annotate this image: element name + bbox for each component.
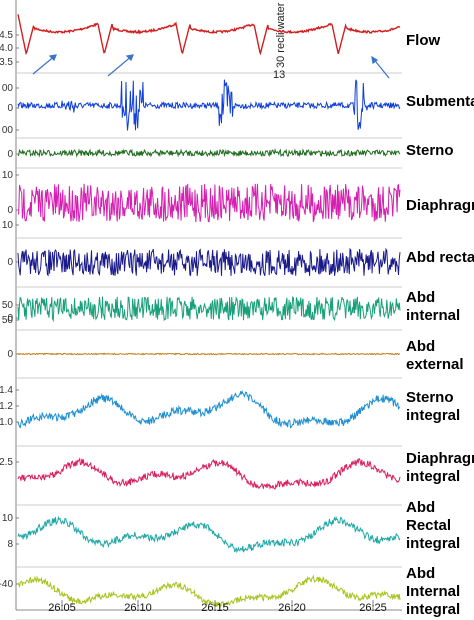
x-axis: 26:05 26:10 26:15 26:20 26:25 <box>16 600 402 614</box>
panel-label: Internal <box>406 583 460 600</box>
y-tick-label: 2.5 <box>0 457 13 468</box>
y-tick-label: 1.4 <box>0 385 13 396</box>
y-tick-label: 1.0 <box>0 417 13 428</box>
x-tick-label: 26:10 <box>124 602 152 614</box>
y-tick-label: 0 <box>7 149 13 160</box>
y-tick-label: 0 <box>7 205 13 216</box>
x-tick-label: 26:05 <box>48 602 76 614</box>
panel-label: Sterno <box>406 142 454 159</box>
series-line <box>17 148 401 158</box>
series-line <box>17 79 401 131</box>
y-tick-label: 3.5 <box>0 57 13 68</box>
panel-flow: 4.5 4.0 3.5 Flow <box>0 14 440 74</box>
y-tick-label: 4.5 <box>0 30 13 41</box>
panel-diaphragm: 10 0 10 Diaphragm <box>2 170 474 239</box>
panel-label: Diaphragm <box>406 450 474 467</box>
y-tick-label: 10 <box>2 513 14 524</box>
arrow-icon <box>32 54 57 75</box>
y-tick-label: 0 <box>7 103 13 114</box>
panel-label: integral <box>406 468 460 485</box>
panel-label: Rectal <box>406 517 451 534</box>
y-tick-label: 4.0 <box>0 43 13 54</box>
y-tick-label: 00 <box>2 83 14 94</box>
panel-label: Abd <box>406 289 435 306</box>
y-tick-label: 1.2 <box>0 401 13 412</box>
x-tick-label: 26:25 <box>359 602 387 614</box>
panel-label: Diaphragm <box>406 197 474 214</box>
y-tick-label: 0 <box>7 313 13 324</box>
annotations-group: 30 recli water 13 <box>32 2 390 81</box>
y-tick-label: 10 <box>2 170 14 181</box>
series-line <box>17 352 401 356</box>
series-line <box>17 515 401 554</box>
panel-label: integral <box>406 601 460 618</box>
y-tick-label: 0 <box>7 349 13 360</box>
series-line <box>17 183 401 223</box>
y-tick-label: 10 <box>2 220 14 231</box>
number-annotation: 13 <box>273 69 285 81</box>
panel-label: Flow <box>406 32 440 49</box>
y-tick-label: 00 <box>2 125 14 136</box>
panel-label: integral <box>406 407 460 424</box>
y-tick-label: 0 <box>7 257 13 268</box>
y-tick-label: 8 <box>7 539 13 550</box>
vertical-annotation: 30 recli water <box>275 2 287 68</box>
series-line <box>17 574 401 609</box>
panel-label: Sterno <box>406 389 454 406</box>
series-line <box>17 457 401 490</box>
y-tick-label: 50 <box>2 300 14 311</box>
x-tick-label: 26:15 <box>201 602 229 614</box>
panel-diaphragm-integral: 2.5 Diaphragmintegral <box>0 450 474 506</box>
panel-label: Abd <box>406 338 435 355</box>
arrow-icon <box>371 55 390 79</box>
panel-label: integral <box>406 535 460 552</box>
series-line <box>17 389 401 429</box>
series-line <box>17 296 401 323</box>
arrow-icon <box>107 54 134 77</box>
panel-submental: 00000Submental <box>2 79 474 139</box>
panel-label: Submental <box>406 93 474 110</box>
panel-label: Abd <box>406 499 435 516</box>
series-line <box>17 247 401 277</box>
panel-abd-rectal: 0 Abd rectal <box>7 247 474 288</box>
y-tick-label: 50 <box>2 315 14 326</box>
series-line <box>17 14 401 56</box>
x-tick-label: 26:20 <box>278 602 306 614</box>
panel-sterno: 0 Sterno <box>7 142 454 169</box>
panel-label: Abd <box>406 565 435 582</box>
panel-label: Abd rectal <box>406 249 474 266</box>
panel-label: internal <box>406 307 460 324</box>
panel-label: external <box>406 356 464 373</box>
y-tick-label: -40 <box>0 579 13 590</box>
